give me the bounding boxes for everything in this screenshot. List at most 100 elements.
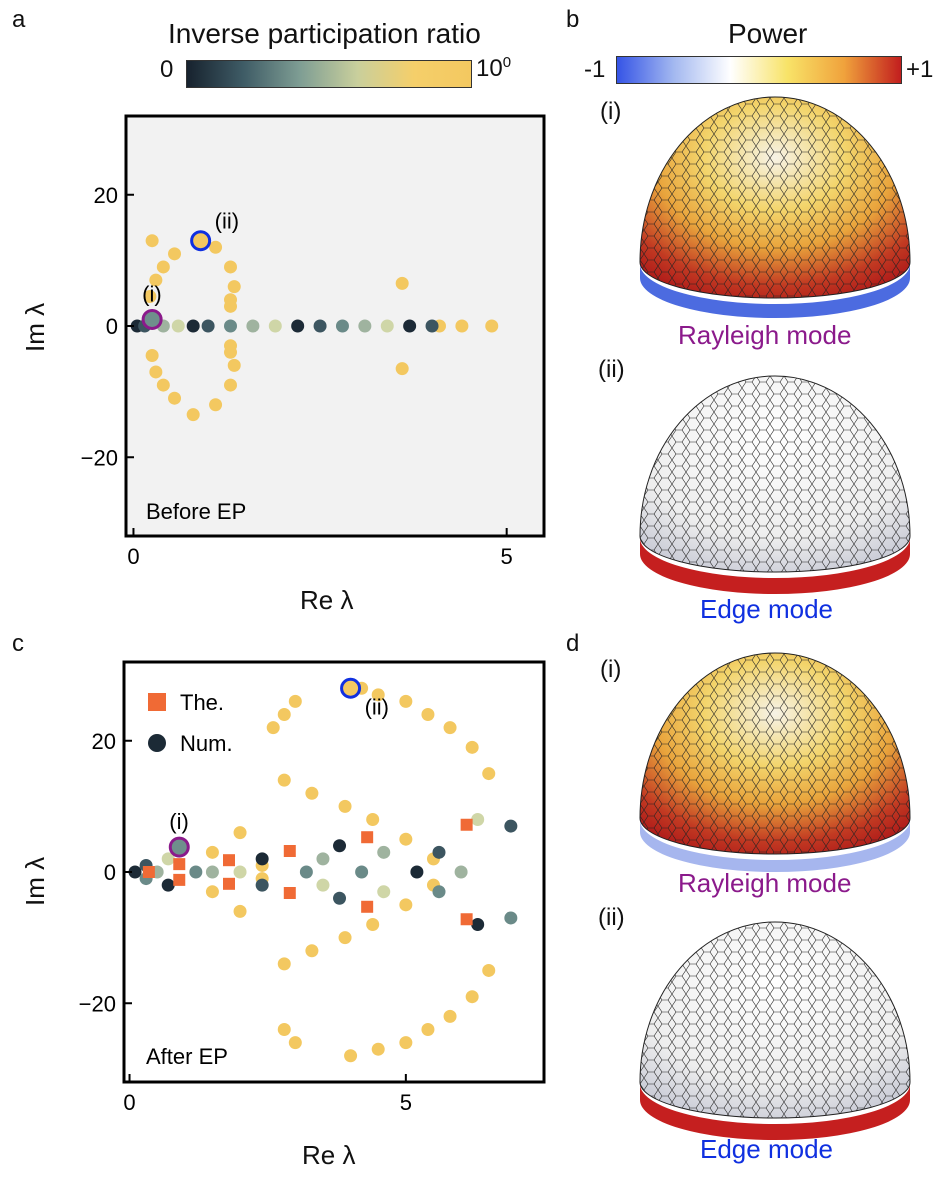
data-point-high-ipr [288,694,302,708]
data-point-high-ipr [277,957,291,971]
chart-a: (i) (ii) 0 5 −20 0 20 Before EP [81,114,546,569]
data-point-low-ipr [161,878,175,892]
theory-point [361,831,374,844]
power-colorbar [616,56,902,84]
theory-point [361,900,374,913]
data-point-high-ipr [366,813,380,826]
rayleigh-mode-marker [168,836,190,858]
data-point-low-ipr [189,865,203,879]
data-point-low-ipr [316,878,330,892]
panel-c-label: c [12,630,24,657]
chart-c-caption: After EP [146,1044,228,1069]
data-point-high-ipr [224,378,237,392]
theory-point [460,913,473,926]
data-point-low-ipr [233,865,247,879]
data-point-low-ipr [333,839,347,853]
data-point-high-ipr [371,1042,385,1056]
ytick-label: 20 [92,729,116,754]
data-point-low-ipr [128,865,142,879]
data-point-high-ipr [233,904,247,918]
panel-d-label: d [566,630,580,657]
ipr-colorbar [186,60,472,88]
data-point-high-ipr [395,276,409,290]
ipr-colorbar-title: Inverse participation ratio [168,18,481,49]
panel-b-sub-i: (i) [600,98,622,125]
sphere-d-edge [639,921,911,1140]
data-point-high-ipr [288,1036,302,1050]
panel-d-sub-ii: (ii) [598,904,625,931]
data-point-high-ipr [209,398,223,412]
data-point-high-ipr [338,931,352,945]
data-point-low-ipr [380,319,394,333]
legend-numeric-marker [148,734,166,752]
panel-d-edge-label: Edge mode [700,1134,833,1164]
data-point-high-ipr [366,918,380,931]
data-point-high-ipr [277,708,291,721]
data-point-high-ipr [224,345,237,359]
data-point-high-ipr [224,260,237,274]
data-point-low-ipr [205,865,219,879]
data-point-high-ipr [465,740,479,754]
data-point-low-ipr [504,911,518,925]
ytick-label: −20 [81,445,118,470]
data-point-low-ipr [255,852,269,866]
power-colorbar-title: Power [728,18,808,49]
panel-b-sub-ii: (ii) [598,356,625,383]
data-point-high-ipr [399,1036,413,1050]
data-point-low-ipr [246,319,260,333]
chart-c-ylabel: Im λ [20,856,50,906]
chart-c-points: (i) (ii) [128,677,518,1063]
data-point-high-ipr [305,944,319,958]
data-point-high-ipr [227,358,241,372]
chart-a-caption: Before EP [146,499,246,524]
data-point-low-ipr [186,319,200,333]
data-point-high-ipr [371,688,385,702]
theory-point [223,877,235,890]
ytick-label: 20 [94,183,118,208]
chart-a-ylabel: Im λ [20,302,50,352]
chart-c-frame [122,660,546,1084]
data-point-low-ipr [432,885,446,899]
annotation-label: (i) [169,809,189,834]
data-point-high-ipr [399,832,413,846]
sphere-d-rayleigh [639,652,911,872]
data-point-low-ipr [161,852,175,866]
data-point-low-ipr [377,845,391,859]
ipr-colorbar-min: 0 [160,56,174,83]
chart-a-points: (i) (ii) [130,209,499,422]
data-point-high-ipr [205,845,219,859]
data-point-low-ipr [410,865,424,879]
rayleigh-mode-marker [141,308,163,330]
data-point-high-ipr [277,773,291,787]
ytick-label: 0 [104,860,116,885]
chart-a-xlabel: Re λ [300,585,354,615]
sphere-d-ii-rim [640,1084,910,1140]
data-point-high-ipr [205,885,219,899]
data-point-low-ipr [377,885,391,899]
data-point-high-ipr [149,273,163,287]
data-point-high-ipr [145,349,159,363]
data-point-low-ipr [358,319,372,333]
xtick-label: 5 [501,544,513,569]
data-point-high-ipr [277,1023,291,1036]
data-point-low-ipr [268,319,282,333]
theory-point [283,845,296,857]
data-point-high-ipr [344,1049,358,1063]
ytick-label: 0 [106,314,118,339]
data-point-high-ipr [395,362,409,376]
data-point-high-ipr [145,234,159,248]
data-point-low-ipr [471,813,485,826]
data-point-high-ipr [485,319,499,333]
data-point-low-ipr [471,918,485,931]
data-point-high-ipr [168,247,182,261]
panel-b-label: b [566,6,580,33]
panel-d-rayleigh-label: Rayleigh mode [678,868,852,898]
data-point-low-ipr [316,852,330,866]
data-point-low-ipr [299,865,313,879]
data-point-high-ipr [305,786,319,800]
data-point-high-ipr [399,694,413,708]
data-point-high-ipr [156,260,170,274]
sphere-b-i-rim [640,264,910,318]
xtick-label: 0 [127,544,139,569]
data-point-low-ipr [291,319,305,333]
